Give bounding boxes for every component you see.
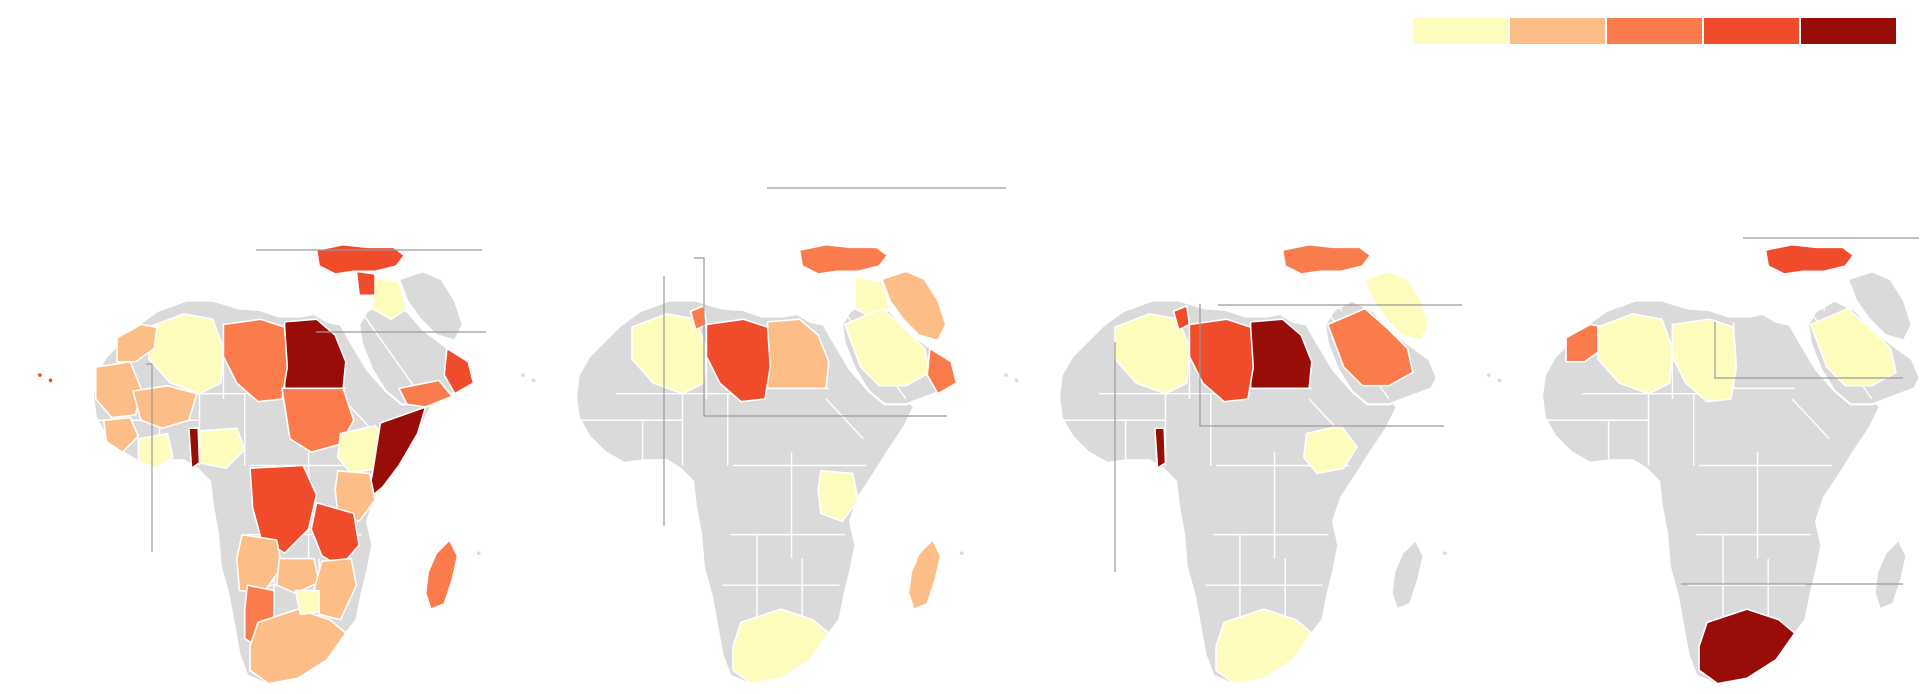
country-oman [926,347,958,395]
country-oman [443,347,475,395]
island-dot [48,378,53,383]
island-dot [1004,373,1008,377]
country-saudi-arabia [1809,307,1897,387]
country-zimbabwe [294,589,320,616]
map-panel-1 [38,243,481,685]
country-benin [1154,427,1167,469]
map-panel-4 [1487,243,1920,685]
country-zambia [275,557,320,594]
legend-swatch-5 [1801,18,1896,44]
country-egypt [766,318,830,390]
country-iraq [371,275,408,320]
map-panel-3 [1004,243,1447,685]
country-south-africa [1215,608,1313,685]
country-iran [1364,270,1430,342]
country-egypt [1249,318,1313,390]
country-border [1791,398,1830,440]
legend-swatch-1 [1413,18,1508,44]
country-drc [249,464,318,555]
madagascar-landmass [1873,538,1908,611]
island-dot [38,373,42,377]
country-kenya [817,470,859,523]
country-saudi-arabia [1326,307,1414,387]
country-algeria [148,313,225,395]
country-turkey [1281,243,1372,275]
country-madagascar [907,539,942,610]
leader-line-2 [1714,322,1903,379]
africa-landmass [575,299,915,685]
island-dot [1442,551,1447,556]
country-mali [132,384,198,430]
island-dot [1487,373,1491,377]
africa-landmass [1058,299,1398,685]
map-panel-2 [521,243,964,685]
country-algeria [1114,313,1191,395]
country-south-africa [1698,608,1796,685]
country-border [358,308,424,400]
country-ivory-coast [137,432,174,469]
leader-line-2 [1199,304,1444,427]
country-somalia [366,406,427,501]
legend-swatch-3 [1607,18,1702,44]
country-yemen [398,379,453,408]
country-iran [881,270,947,342]
island-dot [959,551,964,556]
legend-swatch-4 [1704,18,1799,44]
country-algeria [1597,313,1674,395]
country-madagascar [424,539,459,610]
legend-swatch-2 [1510,18,1605,44]
leader-line-2 [694,257,947,417]
country-benin [188,427,201,469]
island-dot [1497,378,1502,383]
country-syria [355,270,376,297]
island-dot [521,373,525,377]
country-libya [1671,318,1738,403]
color-legend [1413,18,1896,44]
country-turkey [1764,243,1855,275]
country-guinea [102,416,140,453]
leader-line-3 [146,363,153,552]
country-turkey [315,243,406,275]
country-tunisia [689,305,708,331]
country-border [825,398,864,440]
country-south-africa [249,608,347,685]
country-turkey [798,243,889,275]
island-dot [1014,378,1019,383]
country-kenya [334,470,376,523]
country-south-africa [732,608,830,685]
country-libya [705,318,772,403]
country-tunisia [1172,305,1191,331]
island-dot [531,378,536,383]
iran-landmass [1846,270,1913,342]
africa-landmass [1541,299,1881,685]
country-libya [222,318,289,403]
madagascar-landmass [1390,538,1425,611]
country-morocco [116,323,158,363]
country-mauritania [94,360,142,419]
country-libya [1188,318,1255,403]
island-dot [476,551,481,556]
